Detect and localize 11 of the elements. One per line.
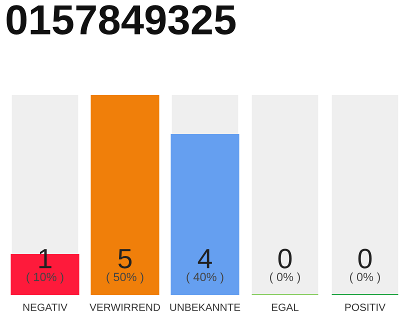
x-tick-label: EGAL (272, 304, 299, 311)
data-label: 5 ( 50% ) (106, 249, 144, 284)
x-tick-label: POSITIV (345, 304, 386, 311)
x-tick-label: NEGATIV (23, 304, 68, 311)
data-label: 0 ( 0% ) (350, 248, 380, 284)
data-label: 4 ( 40% ) (186, 249, 224, 284)
data-label: 0 ( 0% ) (270, 248, 300, 284)
data-label: 1 ( 10% ) (26, 249, 64, 284)
chart-title: 0157849325 (6, 5, 236, 35)
x-tick-label: VERWIRREND (90, 304, 160, 311)
x-tick-label: UNBEKANNTE (170, 304, 240, 311)
